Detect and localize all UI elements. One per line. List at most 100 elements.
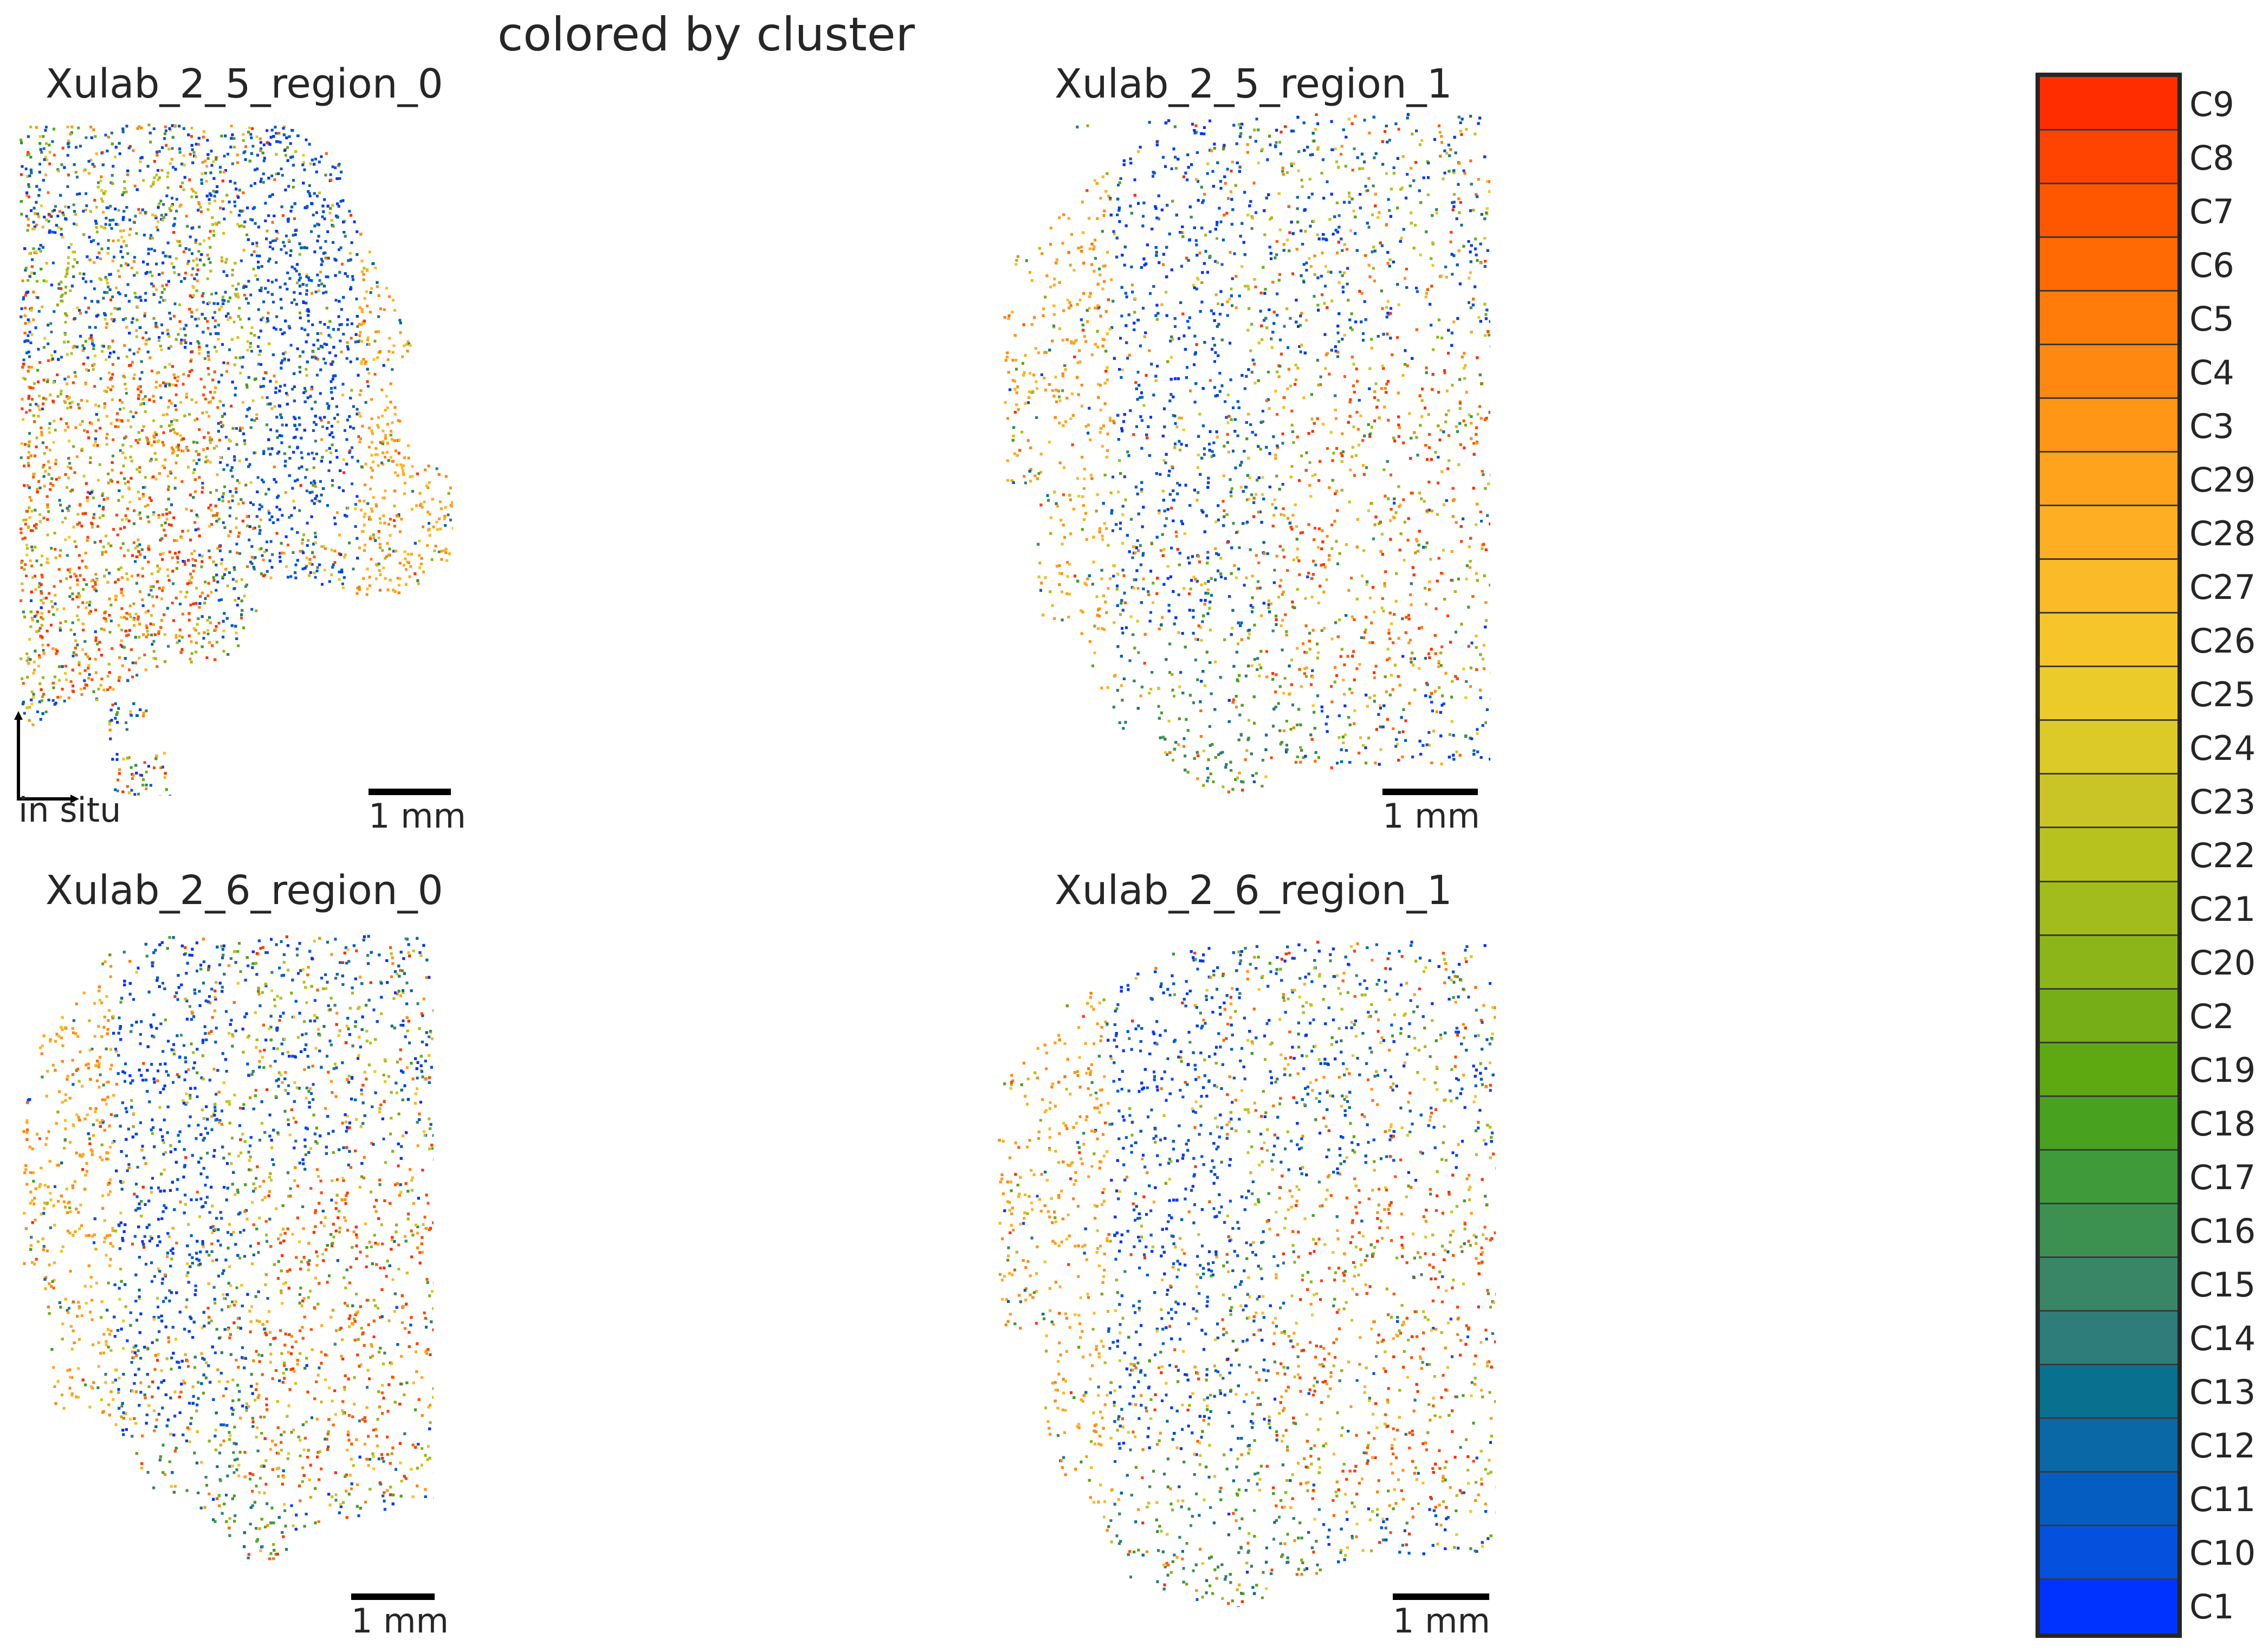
cell-point <box>339 339 342 343</box>
cell-point <box>419 563 423 565</box>
panel-title-1: Xulab_2_5_region_0 <box>46 61 443 107</box>
cell-point <box>64 664 67 668</box>
cell-point <box>344 514 347 517</box>
cell-point <box>172 266 176 269</box>
cell-point <box>178 320 182 323</box>
cell-point <box>35 126 38 129</box>
cell-point <box>72 381 75 384</box>
cell-point <box>67 173 70 177</box>
cell-point <box>383 521 386 525</box>
cell-point <box>59 210 61 213</box>
cell-point <box>346 418 349 422</box>
cell-point <box>291 487 294 490</box>
cell-point <box>202 292 205 295</box>
cell-point <box>269 135 273 139</box>
cell-point <box>238 307 241 310</box>
cell-point <box>116 307 119 311</box>
cell-point <box>259 180 262 183</box>
cell-point <box>22 298 25 301</box>
cell-point <box>222 171 225 174</box>
cell-point <box>145 331 148 334</box>
cell-point <box>139 773 142 777</box>
cell-point <box>370 417 373 421</box>
cell-point <box>204 159 207 163</box>
cell-point <box>350 322 353 325</box>
cell-point <box>108 355 111 358</box>
cell-point <box>193 490 197 493</box>
cell-point <box>255 135 259 138</box>
cell-point <box>261 316 264 319</box>
cell-point <box>203 357 206 360</box>
cell-point <box>141 398 145 401</box>
cell-point <box>305 489 308 493</box>
cell-point <box>84 340 87 343</box>
cell-point <box>135 271 139 274</box>
cell-point <box>204 317 207 320</box>
cell-point <box>67 340 70 344</box>
cell-point <box>294 233 297 236</box>
cell-point <box>290 514 293 517</box>
cell-point <box>168 550 171 553</box>
cell-point <box>109 603 113 606</box>
cell-point <box>275 480 277 483</box>
cell-point <box>310 230 313 233</box>
cell-point <box>202 637 205 640</box>
cell-point <box>323 569 326 572</box>
cell-point <box>198 352 201 355</box>
cell-point <box>69 680 73 683</box>
cell-point <box>45 446 48 449</box>
cell-point <box>77 592 80 595</box>
cell-point <box>134 295 138 299</box>
cell-point <box>199 595 202 598</box>
cell-point <box>112 319 115 322</box>
cell-point <box>132 377 135 380</box>
cell-point <box>208 525 211 528</box>
cell-point <box>277 172 280 175</box>
cell-point <box>36 610 39 614</box>
cell-point <box>274 391 277 394</box>
cell-point <box>270 128 274 132</box>
cell-point <box>150 585 152 588</box>
cell-point <box>169 795 172 796</box>
cell-point <box>38 654 41 657</box>
cell-point <box>254 222 257 225</box>
cell-point <box>373 339 377 343</box>
cell-point <box>85 204 88 208</box>
cell-point <box>190 509 193 512</box>
cell-point <box>163 613 166 616</box>
cell-point <box>139 377 141 380</box>
cell-point <box>67 509 70 512</box>
cell-point <box>27 456 30 459</box>
cell-point <box>252 268 255 270</box>
cell-point <box>40 606 43 609</box>
cell-point <box>81 559 84 563</box>
cell-point <box>279 328 282 331</box>
cell-point <box>362 273 365 276</box>
cell-point <box>172 166 175 169</box>
cell-point <box>235 443 238 446</box>
cell-point <box>26 153 29 157</box>
cell-point <box>108 572 111 575</box>
cell-point <box>242 432 245 435</box>
cell-point <box>369 487 372 491</box>
cell-point <box>406 553 410 556</box>
cell-point <box>24 322 27 325</box>
cell-point <box>354 340 357 344</box>
cell-point <box>191 226 195 229</box>
cell-point <box>313 482 316 485</box>
cell-point <box>376 564 379 567</box>
cell-point <box>192 570 195 573</box>
cell-point <box>231 284 234 287</box>
cell-point <box>260 547 263 550</box>
cell-point <box>44 470 47 473</box>
cell-point <box>27 318 30 321</box>
cell-point <box>346 341 349 344</box>
cell-point <box>104 276 107 279</box>
cell-point <box>20 456 23 459</box>
cell-point <box>277 494 280 498</box>
cell-point <box>79 503 82 506</box>
cell-point <box>77 554 81 557</box>
cell-point <box>246 524 249 527</box>
cell-point <box>256 254 259 257</box>
cell-point <box>381 549 384 552</box>
